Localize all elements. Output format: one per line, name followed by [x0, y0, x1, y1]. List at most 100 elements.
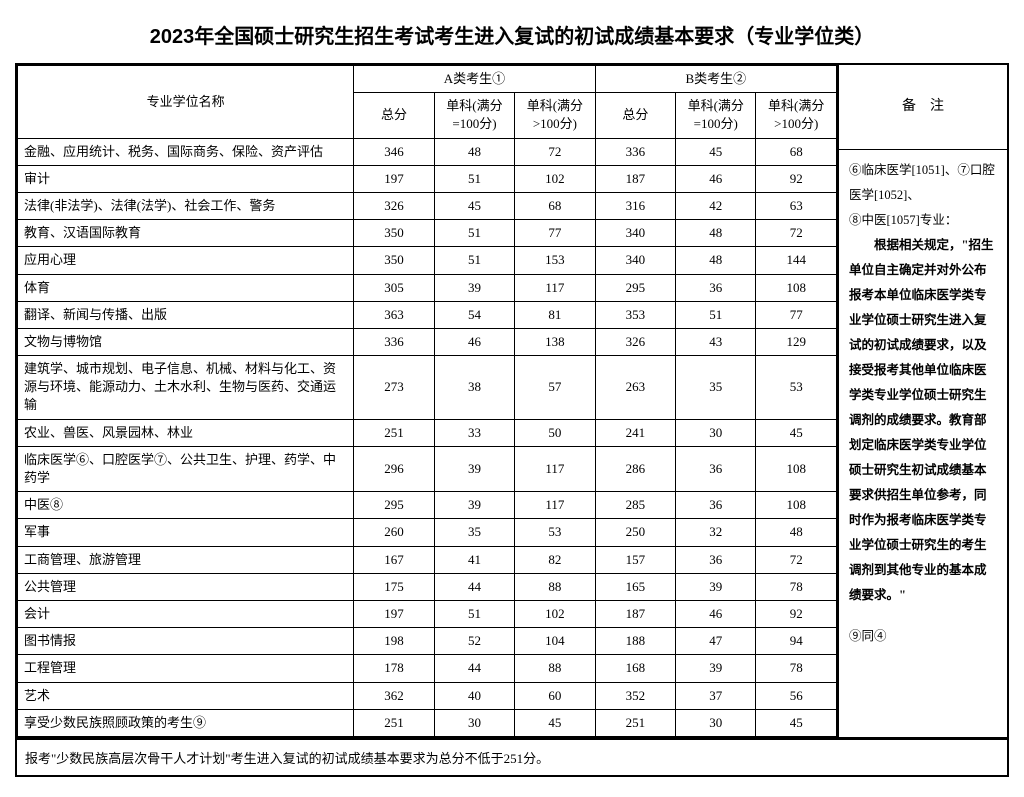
- cell-name: 教育、汉语国际教育: [18, 220, 354, 247]
- cell-score: 336: [595, 138, 675, 165]
- cell-score: 352: [595, 682, 675, 709]
- remarks-panel: 备 注 ⑥临床医学[1051]、⑦口腔医学[1052]、 ⑧中医[1057]专业…: [837, 65, 1007, 737]
- cell-score: 295: [595, 274, 675, 301]
- table-row: 临床医学⑥、口腔医学⑦、公共卫生、护理、药学、中药学29639117286361…: [18, 446, 837, 491]
- table-row: 教育、汉语国际教育35051773404872: [18, 220, 837, 247]
- cell-score: 36: [676, 446, 756, 491]
- cell-score: 39: [676, 655, 756, 682]
- cell-score: 35: [434, 519, 514, 546]
- cell-score: 77: [756, 301, 837, 328]
- cell-score: 138: [515, 328, 595, 355]
- cell-score: 45: [756, 709, 837, 736]
- cell-score: 187: [595, 600, 675, 627]
- table-row: 公共管理17544881653978: [18, 573, 837, 600]
- cell-score: 32: [676, 519, 756, 546]
- cell-score: 326: [354, 192, 434, 219]
- cell-score: 336: [354, 328, 434, 355]
- table-row: 中医⑧2953911728536108: [18, 492, 837, 519]
- cell-score: 53: [756, 356, 837, 420]
- cell-score: 30: [676, 709, 756, 736]
- cell-score: 108: [756, 274, 837, 301]
- cell-score: 30: [434, 709, 514, 736]
- cell-score: 37: [676, 682, 756, 709]
- cell-score: 45: [434, 192, 514, 219]
- table-row: 军事26035532503248: [18, 519, 837, 546]
- cell-score: 57: [515, 356, 595, 420]
- cell-score: 47: [676, 628, 756, 655]
- cell-score: 48: [676, 220, 756, 247]
- cell-score: 45: [515, 709, 595, 736]
- cell-score: 108: [756, 446, 837, 491]
- cell-score: 72: [756, 546, 837, 573]
- cell-score: 51: [434, 600, 514, 627]
- cell-score: 286: [595, 446, 675, 491]
- cell-score: 46: [676, 165, 756, 192]
- table-row: 图书情报198521041884794: [18, 628, 837, 655]
- cell-score: 60: [515, 682, 595, 709]
- cell-score: 39: [434, 446, 514, 491]
- cell-score: 46: [676, 600, 756, 627]
- cell-name: 法律(非法学)、法律(法学)、社会工作、警务: [18, 192, 354, 219]
- cell-score: 241: [595, 419, 675, 446]
- cell-score: 68: [756, 138, 837, 165]
- cell-name: 工程管理: [18, 655, 354, 682]
- cell-score: 56: [756, 682, 837, 709]
- table-row: 应用心理3505115334048144: [18, 247, 837, 274]
- cell-score: 51: [434, 165, 514, 192]
- cell-score: 54: [434, 301, 514, 328]
- cell-score: 326: [595, 328, 675, 355]
- cell-score: 102: [515, 600, 595, 627]
- cell-score: 363: [354, 301, 434, 328]
- cell-score: 178: [354, 655, 434, 682]
- cell-score: 38: [434, 356, 514, 420]
- cell-score: 197: [354, 600, 434, 627]
- cell-score: 165: [595, 573, 675, 600]
- table-row: 金融、应用统计、税务、国际商务、保险、资产评估34648723364568: [18, 138, 837, 165]
- cell-score: 305: [354, 274, 434, 301]
- cell-name: 翻译、新闻与传播、出版: [18, 301, 354, 328]
- cell-score: 88: [515, 573, 595, 600]
- remarks-line2: ⑧中医[1057]专业：: [849, 208, 997, 233]
- cell-score: 36: [676, 546, 756, 573]
- cell-score: 340: [595, 247, 675, 274]
- cell-score: 48: [434, 138, 514, 165]
- cell-score: 104: [515, 628, 595, 655]
- remarks-para: 根据相关规定，"招生单位自主确定并对外公布报考本单位临床医学类专业学位硕士研究生…: [849, 233, 997, 608]
- cell-score: 48: [756, 519, 837, 546]
- table-row: 农业、兽医、风景园林、林业25133502413045: [18, 419, 837, 446]
- cell-score: 77: [515, 220, 595, 247]
- table-row: 翻译、新闻与传播、出版36354813535177: [18, 301, 837, 328]
- cell-score: 260: [354, 519, 434, 546]
- cell-name: 农业、兽医、风景园林、林业: [18, 419, 354, 446]
- table-row: 体育3053911729536108: [18, 274, 837, 301]
- cell-score: 263: [595, 356, 675, 420]
- cell-score: 81: [515, 301, 595, 328]
- cell-score: 117: [515, 492, 595, 519]
- cell-score: 94: [756, 628, 837, 655]
- cell-score: 72: [756, 220, 837, 247]
- table-row: 工程管理17844881683978: [18, 655, 837, 682]
- cell-score: 50: [515, 419, 595, 446]
- col-header-b-sub100: 单科(满分=100分): [676, 93, 756, 138]
- cell-score: 46: [434, 328, 514, 355]
- cell-score: 353: [595, 301, 675, 328]
- cell-score: 251: [354, 709, 434, 736]
- cell-score: 117: [515, 274, 595, 301]
- main-layout: 专业学位名称 A类考生① B类考生② 总分 单科(满分=100分) 单科(满分>…: [15, 63, 1009, 739]
- cell-score: 39: [434, 492, 514, 519]
- scores-table: 专业学位名称 A类考生① B类考生② 总分 单科(满分=100分) 单科(满分>…: [17, 65, 837, 737]
- cell-score: 44: [434, 655, 514, 682]
- table-row: 会计197511021874692: [18, 600, 837, 627]
- cell-score: 35: [676, 356, 756, 420]
- cell-score: 251: [354, 419, 434, 446]
- cell-score: 92: [756, 165, 837, 192]
- cell-score: 198: [354, 628, 434, 655]
- cell-score: 72: [515, 138, 595, 165]
- cell-score: 108: [756, 492, 837, 519]
- cell-score: 251: [595, 709, 675, 736]
- cell-score: 188: [595, 628, 675, 655]
- cell-score: 168: [595, 655, 675, 682]
- cell-score: 362: [354, 682, 434, 709]
- cell-name: 享受少数民族照顾政策的考生⑨: [18, 709, 354, 736]
- cell-score: 157: [595, 546, 675, 573]
